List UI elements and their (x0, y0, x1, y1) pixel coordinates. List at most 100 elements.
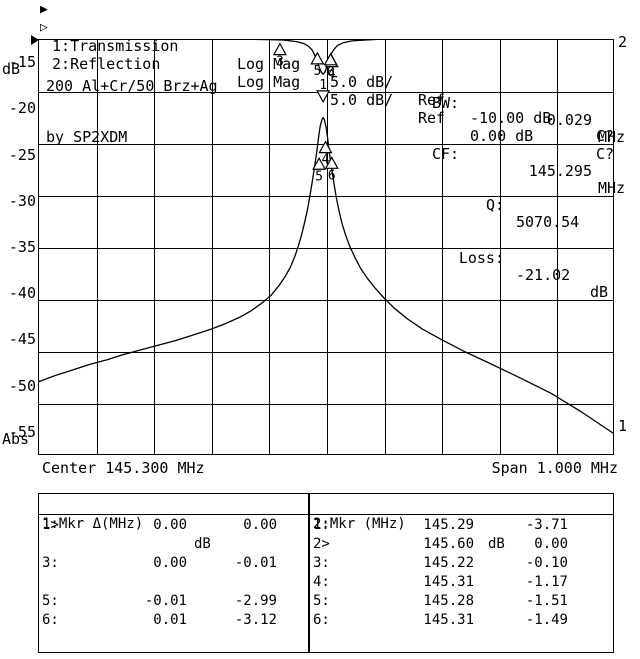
grid-line-horizontal (39, 352, 613, 353)
channel-2-format: Log Mag (237, 73, 301, 91)
y-axis-tick-label: -45 (8, 330, 36, 349)
marker-row-frequency: 0.00 (153, 555, 187, 571)
marker-table-2-body: 1: 145.29 -3.71 2> 145.60 0.00 3: 145.22 -0.10 4:… (310, 515, 613, 630)
channel-2-header[interactable]: ▷ 2:Reflection Log Mag 5.0 dB/ Ref 0.00 … (0, 19, 640, 163)
q-factor-label: Q: (485, 196, 504, 214)
marker-row-amplitude: -1.17 (525, 574, 568, 590)
grid-line-vertical (385, 40, 386, 454)
marker-row-id: 3: (313, 555, 330, 571)
channel-2-name: 2:Reflection (52, 55, 161, 73)
marker-row-frequency: 145.60 (423, 536, 474, 552)
span-annotation: Span 1.000 MHz (491, 459, 618, 477)
marker-table-row[interactable]: 5: 145.28 -1.51 (310, 592, 613, 611)
marker-row-id: 3: (42, 555, 59, 571)
channel-1-scale: 5.0 dB/ (330, 73, 394, 91)
marker-row-id: 2> (313, 536, 330, 552)
marker-row-id: 1> (42, 517, 59, 533)
q-factor-row: Q: 5070.54 (432, 180, 579, 231)
marker-table-2-header: 2:Mkr (MHz) dB (310, 494, 613, 552)
marker-table-2-title: 2:Mkr (MHz) (313, 516, 406, 532)
loss-unit: dB (590, 283, 609, 301)
marker-row-amplitude: -3.12 (234, 612, 277, 628)
y-axis-tick-label: -20 (8, 99, 36, 118)
marker-row-frequency: -0.01 (144, 593, 187, 609)
center-frequency-value: 145.295 (528, 162, 592, 180)
marker-table-1-value-header: dB (194, 536, 211, 552)
marker-row-amplitude: -2.99 (234, 593, 277, 609)
y-axis: dB Abs -15 -20 -25 -30 -35 -40 -45 -50 -55 (0, 0, 36, 659)
reference-position-icon (31, 35, 39, 45)
marker-table-2: 2:Mkr (MHz) dB 1: 145.29 -3.71 2> 145.60 0.00… (309, 493, 614, 653)
marker-row-amplitude: -0.01 (234, 555, 277, 571)
y-axis-tick-label: -25 (8, 145, 36, 164)
loss-value: -21.02 (516, 266, 571, 284)
marker-table-row[interactable] (39, 573, 308, 592)
marker-table-1-title: 1:Mkr Δ(MHz) (42, 516, 144, 532)
marker-table-row[interactable] (39, 535, 308, 554)
y-axis-tick-label: -15 (8, 53, 36, 72)
marker-row-frequency: 145.31 (423, 574, 474, 590)
marker-row-id: 1: (313, 517, 330, 533)
channel-2-scale: 5.0 dB/ (330, 91, 394, 109)
marker-table-row[interactable]: 3: 0.00 -0.01 (39, 554, 308, 573)
marker-row-frequency: 145.29 (423, 517, 474, 533)
trace-2-tag: 2 (618, 33, 628, 51)
marker-table-row[interactable]: 3: 145.22 -0.10 (310, 554, 613, 573)
marker-table-row[interactable]: 1: 145.29 -3.71 (310, 516, 613, 535)
marker-row-frequency: 0.00 (153, 517, 187, 533)
grid-line-vertical (327, 40, 328, 454)
marker-row-amplitude: -3.71 (525, 517, 568, 533)
marker-row-amplitude: -0.10 (525, 555, 568, 571)
grid-line-horizontal (39, 300, 613, 301)
channel-2-active-icon: ▷ (40, 20, 48, 35)
marker-row-amplitude: -1.51 (525, 593, 568, 609)
marker-table-1-header: 1:Mkr Δ(MHz) dB (39, 494, 308, 552)
marker-table-row[interactable]: 1> 0.00 0.00 (39, 516, 308, 535)
marker-row-id: 6: (42, 612, 59, 628)
y-axis-tick-label: -40 (8, 284, 36, 303)
trace-1-tag: 1 (618, 417, 628, 435)
y-axis-tick-label: -55 (8, 422, 36, 441)
marker-row-id: 5: (313, 593, 330, 609)
marker-row-amplitude: -1.49 (525, 612, 568, 628)
bandwidth-value: 0.029 (546, 111, 592, 129)
marker-row-frequency: 0.01 (153, 612, 187, 628)
q-factor-value: 5070.54 (516, 213, 580, 231)
measurement-info: BW: 0.029 MHz CF: 145.295 MHz Q: 5070.54… (432, 44, 625, 301)
marker-row-id: 5: (42, 593, 59, 609)
bandwidth-unit: MHz (598, 128, 626, 146)
center-frequency-row: CF: 145.295 MHz (432, 129, 625, 197)
marker-row-frequency: 145.22 (423, 555, 474, 571)
marker-table-row[interactable]: 5: -0.01 -2.99 (39, 592, 308, 611)
grid-line-horizontal (39, 404, 613, 405)
marker-table-row[interactable]: 4: 145.31 -1.17 (310, 573, 613, 592)
channel-1-header[interactable]: ▶ 1:Transmission Log Mag 5.0 dB/ Ref -10… (0, 1, 640, 145)
trace-title-line2: by SP2XDM (46, 128, 128, 146)
center-frequency-annotation: Center 145.300 MHz (42, 459, 205, 477)
loss-label: Loss: (458, 249, 504, 267)
marker-row-frequency: 145.31 (423, 612, 474, 628)
center-frequency-unit: MHz (598, 179, 626, 197)
channel-1-active-icon: ▶ (40, 2, 48, 17)
marker-row-id: 4: (313, 574, 330, 590)
grid-line-vertical (557, 40, 558, 454)
marker-table-row[interactable]: 6: 0.01 -3.12 (39, 611, 308, 630)
trace-title: 200 Al+Cr/50 Brz+Ag by SP2XDM (46, 44, 218, 180)
y-axis-unit: dB (2, 60, 21, 78)
bandwidth-label: BW: (432, 94, 460, 112)
grid-line-horizontal (39, 248, 613, 249)
marker-table-row[interactable]: 6: 145.31 -1.49 (310, 611, 613, 630)
grid-line-horizontal (39, 196, 613, 197)
trace-title-line1: 200 Al+Cr/50 Brz+Ag (46, 77, 218, 95)
marker-row-amplitude: 0.00 (243, 517, 277, 533)
y-axis-mode: Abs (2, 430, 30, 448)
center-frequency-label: CF: (432, 145, 460, 163)
y-axis-tick-label: -30 (8, 191, 36, 210)
loss-row: Loss: -21.02 dB (432, 233, 608, 301)
marker-table-row[interactable]: 2> 145.60 0.00 (310, 535, 613, 554)
marker-row-frequency: 145.28 (423, 593, 474, 609)
channel-1-ref-label: Ref (418, 91, 446, 109)
marker-table-1-body: 1> 0.00 0.00 3: 0.00 -0.01 5: -0.01 -2.99 6: 0.01 -… (39, 515, 308, 630)
y-axis-tick-label: -50 (8, 376, 36, 395)
